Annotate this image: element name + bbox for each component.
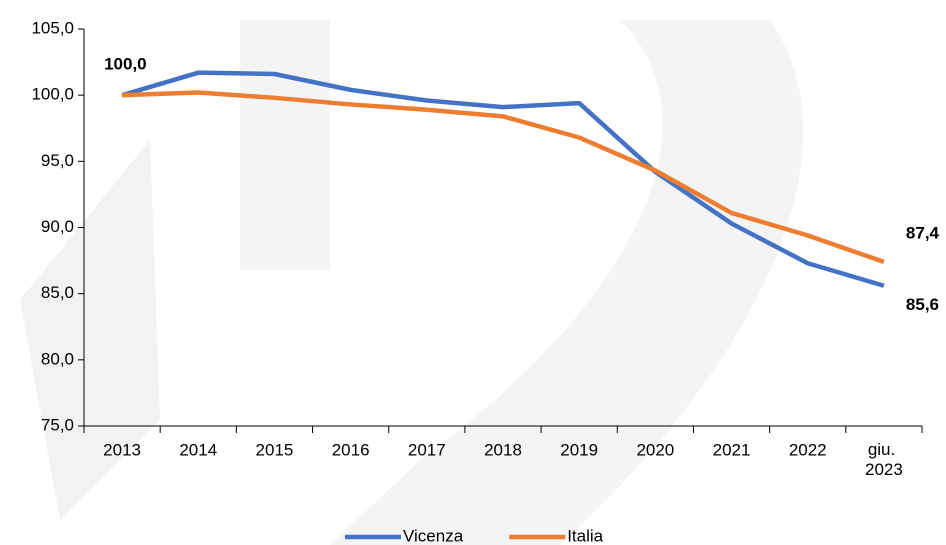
y-tick-label: 85,0	[41, 283, 74, 302]
x-tick-label: 2020	[636, 440, 674, 459]
x-tick-label: 2016	[332, 440, 370, 459]
x-tick-label: 2015	[256, 440, 294, 459]
x-tick-label: 2013	[103, 440, 141, 459]
y-tick-label: 80,0	[41, 349, 74, 368]
watermark	[240, 20, 330, 270]
data-label: 100,0	[104, 55, 147, 74]
y-tick-label: 75,0	[41, 415, 74, 434]
legend-label: Italia	[567, 526, 603, 545]
watermark	[20, 140, 160, 520]
y-tick-label: 100,0	[31, 85, 74, 104]
chart: 75,0 80,0 85,0 90,0 95,0 100,0 105,0 2013 2014 20…	[0, 0, 946, 545]
y-tick-label: 95,0	[41, 151, 74, 170]
y-tick-label: 90,0	[41, 217, 74, 236]
x-tick-label: giu. 2023	[865, 440, 903, 479]
x-tick-label: 2017	[408, 440, 446, 459]
legend-label: Vicenza	[403, 526, 464, 545]
x-tick-label: 2021	[713, 440, 751, 459]
data-label: 85,6	[906, 295, 939, 314]
data-label: 87,4	[906, 223, 940, 242]
x-tick-label: 2019	[560, 440, 598, 459]
x-tick-label: 2014	[179, 440, 217, 459]
x-tick-label: 2022	[789, 440, 827, 459]
x-tick-label: 2018	[484, 440, 522, 459]
x-tick-label-line: 2023	[865, 460, 903, 479]
x-tick-label-line: giu.	[868, 440, 900, 459]
y-tick-label: 105,0	[31, 18, 74, 37]
